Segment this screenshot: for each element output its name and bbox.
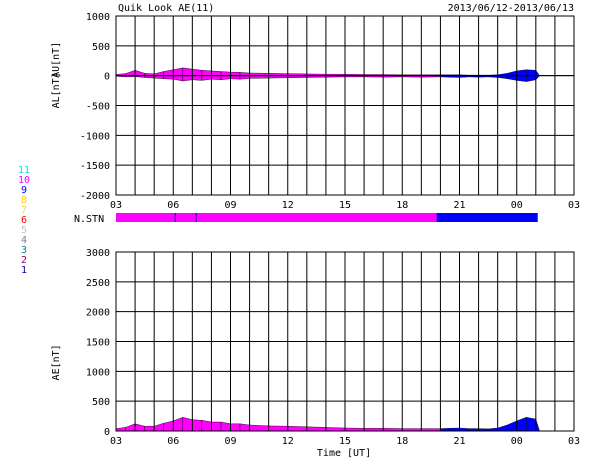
x-tick-label: 09 bbox=[224, 436, 236, 447]
y-tick-label: -1500 bbox=[80, 161, 110, 172]
y-axis-label-al: AL[nT] bbox=[51, 72, 62, 108]
x-tick-label: 21 bbox=[453, 436, 465, 447]
data-area-segment bbox=[211, 421, 222, 432]
station-legend-entry: 3 bbox=[21, 245, 27, 256]
x-tick-label: 12 bbox=[282, 436, 294, 447]
data-area-segment bbox=[268, 425, 288, 432]
y-tick-label: 500 bbox=[92, 397, 110, 408]
data-area-segment bbox=[516, 417, 527, 432]
x-tick-label: 21 bbox=[453, 200, 465, 211]
station-legend-entry: 8 bbox=[21, 195, 27, 206]
data-area-segment bbox=[134, 70, 145, 78]
data-area-segment bbox=[192, 68, 203, 81]
data-area-segment bbox=[173, 67, 184, 82]
chart-title: Quik Look AE(11) bbox=[118, 3, 214, 14]
station-legend-entry: 10 bbox=[18, 175, 30, 186]
y-tick-label: 0 bbox=[104, 427, 110, 438]
y-tick-label: 1500 bbox=[86, 338, 110, 349]
station-legend-entry: 2 bbox=[21, 255, 27, 266]
x-tick-label: 00 bbox=[511, 436, 523, 447]
x-tick-label: 03 bbox=[568, 436, 580, 447]
x-tick-label: 18 bbox=[396, 200, 408, 211]
station-legend-entry: 4 bbox=[21, 235, 27, 246]
date-range: 2013/06/12-2013/06/13 bbox=[448, 3, 574, 14]
data-area-segment bbox=[163, 69, 174, 80]
x-tick-label: 03 bbox=[110, 436, 122, 447]
data-area-segment bbox=[249, 424, 269, 432]
x-tick-label: 03 bbox=[568, 200, 580, 211]
station-legend-entry: 6 bbox=[21, 215, 27, 226]
station-bar-segment bbox=[196, 213, 437, 222]
data-area-segment bbox=[134, 423, 145, 432]
station-bar-segment bbox=[116, 213, 176, 222]
y-tick-label: 2500 bbox=[86, 278, 110, 289]
x-tick-label: 15 bbox=[339, 436, 351, 447]
data-area-segment bbox=[220, 421, 231, 432]
data-area-segment bbox=[144, 426, 155, 432]
x-tick-label: 09 bbox=[224, 200, 236, 211]
data-area-segment bbox=[507, 420, 517, 432]
x-tick-label: 18 bbox=[396, 436, 408, 447]
data-area-segment bbox=[115, 427, 126, 432]
x-tick-label: 15 bbox=[339, 200, 351, 211]
y-tick-label: 3000 bbox=[86, 248, 110, 259]
data-area-segment bbox=[287, 425, 307, 432]
data-area-segment bbox=[306, 426, 327, 432]
x-axis-label: Time [UT] bbox=[317, 448, 371, 459]
y-tick-label: 2000 bbox=[86, 308, 110, 319]
data-area-segment bbox=[192, 419, 203, 432]
station-legend-entry: 5 bbox=[21, 225, 27, 236]
data-area-segment bbox=[325, 427, 346, 432]
data-area-segment bbox=[182, 417, 193, 432]
data-area-segment bbox=[497, 424, 508, 432]
x-tick-label: 00 bbox=[511, 200, 523, 211]
data-area-segment bbox=[153, 422, 164, 432]
data-area-segment bbox=[535, 419, 540, 432]
y-tick-label: 0 bbox=[104, 72, 110, 83]
station-legend-entry: 9 bbox=[21, 185, 27, 196]
station-legend-entry: 7 bbox=[21, 205, 27, 216]
x-tick-label: 12 bbox=[282, 200, 294, 211]
data-area-segment bbox=[239, 423, 250, 432]
x-tick-label: 06 bbox=[167, 200, 179, 211]
x-tick-label: 06 bbox=[167, 436, 179, 447]
y-tick-label: 500 bbox=[92, 42, 110, 53]
station-bar-segment bbox=[436, 213, 538, 222]
y-axis-label-ae: AE[nT] bbox=[51, 344, 62, 380]
y-tick-label: -1000 bbox=[80, 131, 110, 142]
station-legend-entry: 11 bbox=[18, 165, 30, 176]
data-area-segment bbox=[182, 67, 193, 82]
plot-frame bbox=[115, 15, 575, 196]
station-legend-entry: 1 bbox=[21, 265, 27, 276]
y-tick-label: -2000 bbox=[80, 191, 110, 202]
data-area-segment bbox=[230, 423, 241, 432]
data-area-segment bbox=[163, 420, 174, 432]
station-bar-segment bbox=[175, 213, 197, 222]
data-area-segment bbox=[153, 71, 164, 79]
data-area-segment bbox=[173, 417, 184, 432]
data-area-segment bbox=[201, 420, 212, 432]
y-axis-label-au: AU[nT] bbox=[51, 42, 62, 78]
station-count-bar: N.STN bbox=[74, 213, 538, 225]
station-count-label: N.STN bbox=[74, 214, 104, 225]
data-area-segment bbox=[535, 69, 540, 81]
x-tick-label: 03 bbox=[110, 200, 122, 211]
data-area-segment bbox=[125, 423, 136, 432]
plot-frame bbox=[115, 251, 575, 432]
y-tick-label: -500 bbox=[86, 102, 110, 113]
y-tick-label: 1000 bbox=[86, 12, 110, 23]
data-area-segment bbox=[526, 417, 536, 432]
y-tick-label: 1000 bbox=[86, 367, 110, 378]
